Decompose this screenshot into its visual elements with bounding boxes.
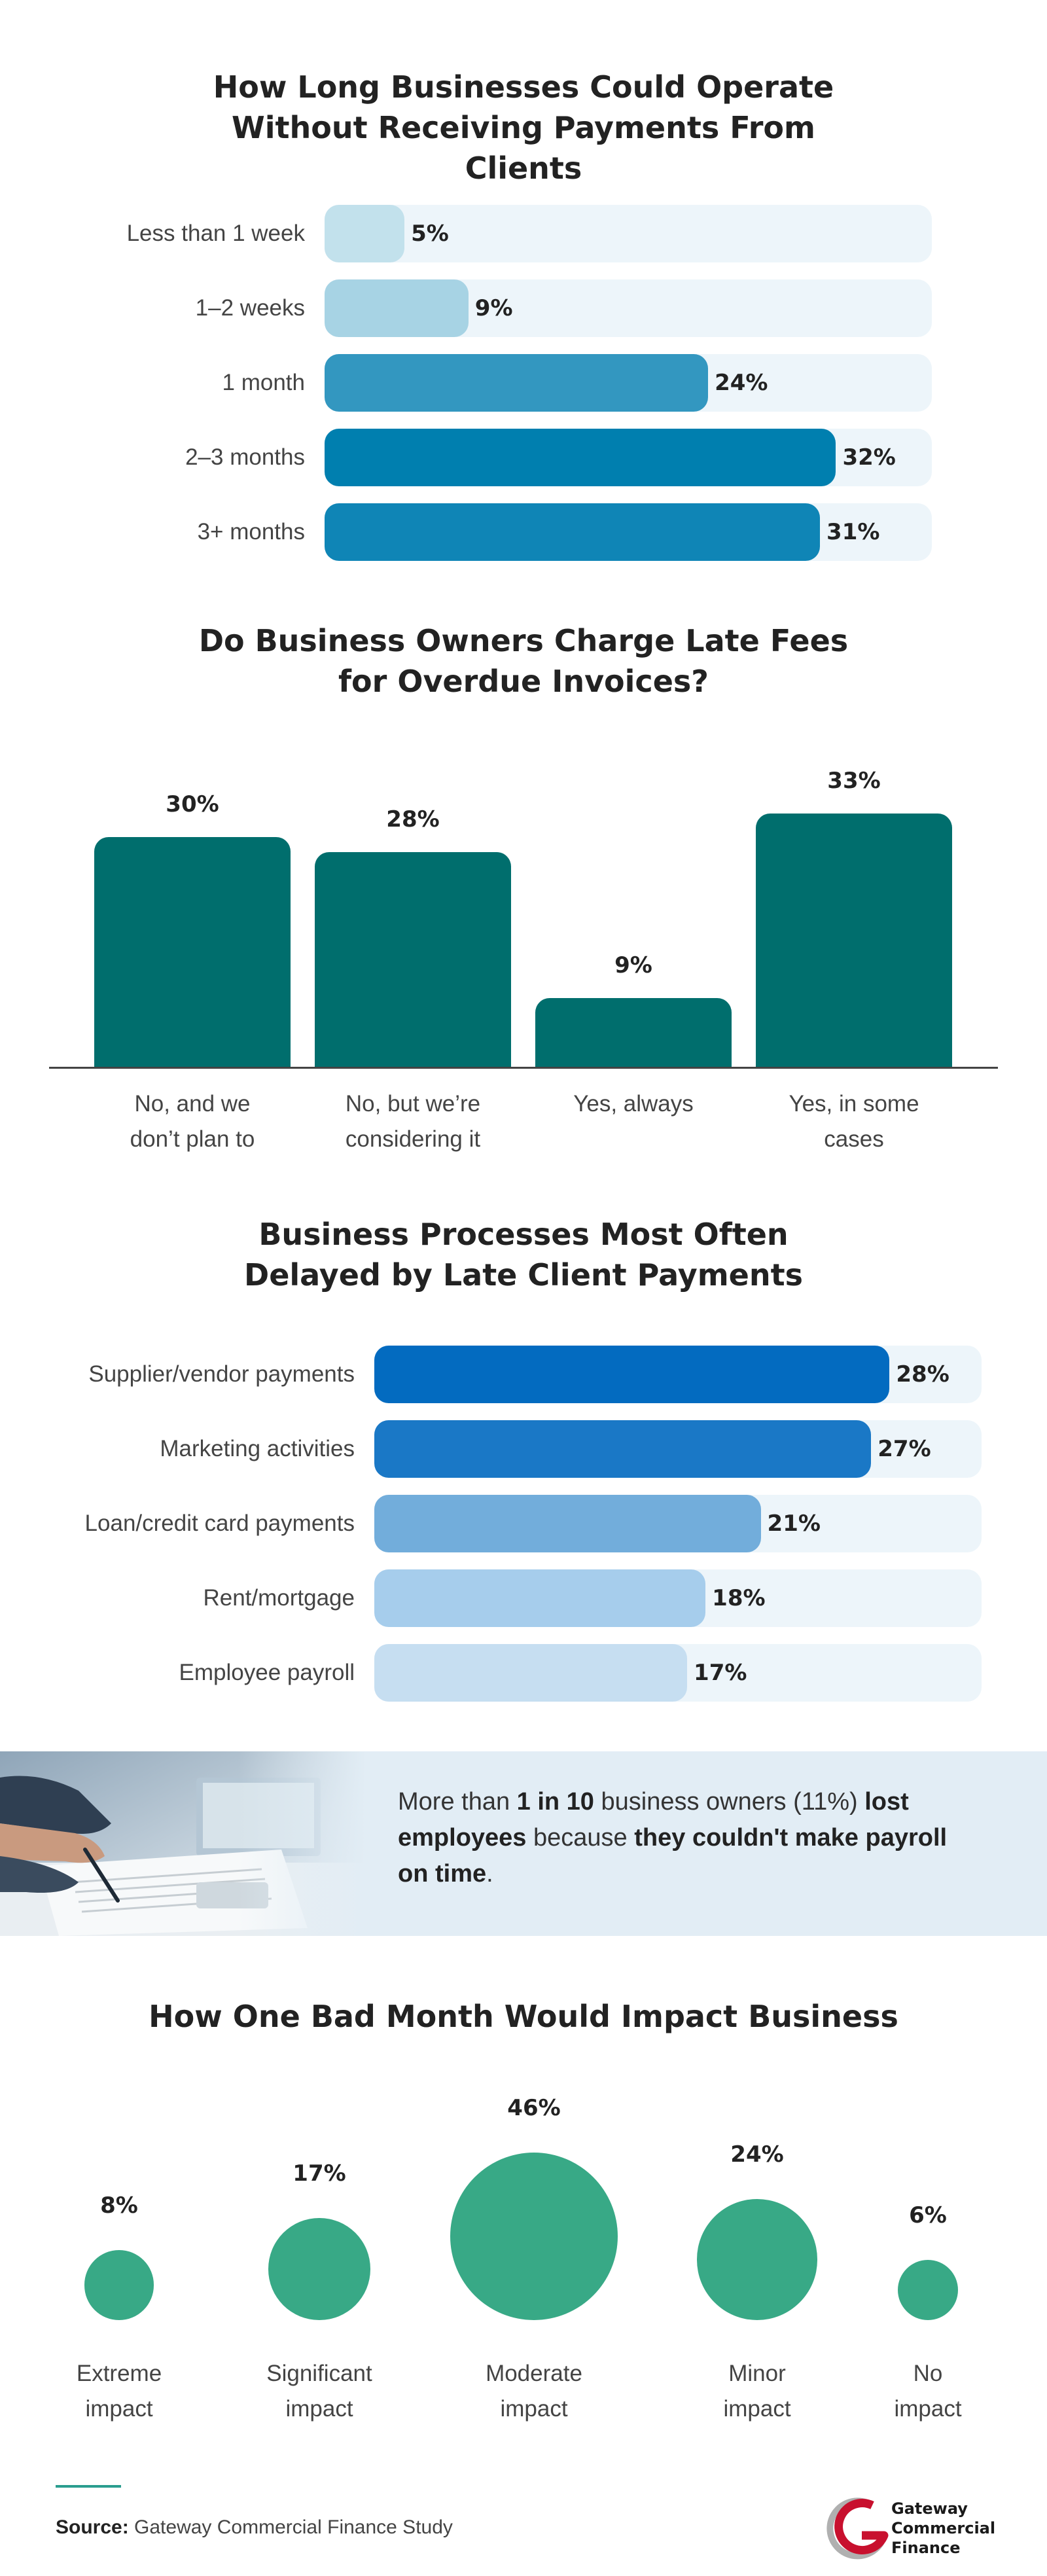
chart4-bubble: [84, 2250, 154, 2320]
chart2-value-label: 9%: [614, 952, 652, 978]
chart1-bar: [325, 205, 405, 262]
source-rule: [56, 2485, 121, 2488]
chart3-value-label: 18%: [712, 1585, 766, 1611]
chart2-category-label: Yes, in some cases: [749, 1086, 959, 1157]
chart4-title: How One Bad Month Would Impact Business: [149, 1999, 898, 2034]
chart2-value-label: 33%: [827, 768, 881, 795]
chart1-title: How Long Businesses Could Operate Withou…: [213, 69, 834, 186]
chart4-category-label: Significant impact: [215, 2356, 424, 2427]
chart3-category-label: Employee payroll: [179, 1660, 355, 1685]
chart4-value-label: 8%: [100, 2192, 138, 2219]
chart1-category-label: Less than 1 week: [126, 221, 305, 246]
chart4-value-label: 6%: [909, 2202, 947, 2228]
gateway-logo-icon: [826, 2497, 889, 2560]
chart4-bubble: [897, 2259, 959, 2320]
chart2-bar: [94, 836, 291, 1067]
chart2-category-line: No, but we’re: [345, 1091, 481, 1117]
chart3-category-label: Supplier/vendor payments: [88, 1361, 355, 1387]
chart4-category-label: No impact: [823, 2356, 1033, 2427]
chart4-category-line: Minor: [728, 2361, 786, 2386]
chart4-value-label: 46%: [507, 2095, 561, 2121]
chart2-category-line: considering it: [345, 1126, 481, 1152]
chart4-category-line: No: [913, 2361, 943, 2386]
chart1-category-label: 1–2 weeks: [195, 295, 305, 321]
chart4-category-line: impact: [500, 2396, 568, 2422]
chart2-category-label: Yes, always: [529, 1086, 738, 1122]
chart4-category-line: Significant: [266, 2361, 372, 2386]
chart3-bar: [374, 1495, 761, 1552]
chart3-bar: [374, 1420, 872, 1478]
chart4-bubble: [696, 2199, 818, 2320]
callout-banner: More than 1 in 10 business owners (11%) …: [0, 1751, 1047, 1936]
chart3-value-label: 28%: [896, 1361, 949, 1387]
chart2-value-label: 30%: [166, 791, 219, 817]
callout-text: More than 1 in 10 business owners (11%) …: [398, 1788, 948, 1887]
chart4-category-line: impact: [85, 2396, 153, 2422]
desk-photo: [0, 1751, 366, 1936]
chart1-value-label: 32%: [842, 444, 896, 471]
chart1-bar: [325, 429, 836, 486]
chart1-bar: [325, 503, 821, 561]
chart2-baseline: [49, 1067, 998, 1069]
chart2-category-line: Yes, in some: [789, 1091, 919, 1117]
chart2-category-line: cases: [824, 1126, 884, 1152]
chart3-value-label: 17%: [694, 1660, 747, 1686]
chart1-value-label: 31%: [826, 519, 880, 545]
chart2-value-label: 28%: [386, 806, 440, 832]
chart3-value-label: 21%: [767, 1511, 821, 1537]
chart1-category-label: 3+ months: [197, 519, 305, 545]
logo-line1: Gateway: [891, 2499, 968, 2518]
chart1-value-label: 5%: [411, 221, 449, 247]
chart4-category-line: Moderate: [486, 2361, 582, 2386]
chart4-category-label: Extreme impact: [14, 2356, 224, 2427]
chart4-category-line: impact: [723, 2396, 791, 2422]
chart4-category-label: Moderate impact: [429, 2356, 639, 2427]
chart3-bar: [374, 1346, 890, 1403]
chart4-value-label: 24%: [730, 2141, 784, 2168]
chart2-bar: [315, 852, 511, 1067]
chart2-category-line: No, and we: [134, 1091, 251, 1117]
chart2-bar: [535, 997, 732, 1067]
chart1-category-label: 1 month: [222, 370, 305, 395]
chart4-bubble: [450, 2153, 618, 2320]
chart2-category-label: No, and we don’t plan to: [88, 1086, 297, 1157]
chart3-category-label: Rent/mortgage: [203, 1585, 355, 1611]
chart4-category-line: impact: [894, 2396, 962, 2422]
chart4-category-label: Minor impact: [652, 2356, 862, 2427]
chart2-category-line: don’t plan to: [130, 1126, 255, 1152]
gateway-logo: Gateway Commercial Finance: [821, 2495, 1004, 2560]
chart1-bar-track: [325, 205, 932, 262]
chart3-category-label: Loan/credit card payments: [84, 1511, 355, 1536]
chart3-category-label: Marketing activities: [160, 1436, 355, 1461]
chart1-value-label: 9%: [474, 295, 513, 321]
chart2-category-label: No, but we’re considering it: [308, 1086, 518, 1157]
source-note: Source: Gateway Commercial Finance Study: [56, 2516, 453, 2538]
chart4-category-line: Extreme: [76, 2361, 162, 2386]
chart4-value-label: 17%: [293, 2160, 346, 2187]
chart1-value-label: 24%: [715, 370, 768, 396]
chart3-bar: [374, 1644, 688, 1702]
chart4-category-line: impact: [285, 2396, 353, 2422]
logo-line3: Finance: [891, 2539, 961, 2557]
chart2-title: Do Business Owners Charge Late Fees for …: [198, 623, 849, 699]
chart4-bubble: [268, 2218, 370, 2320]
chart1-bar: [325, 354, 709, 412]
logo-line2: Commercial: [891, 2519, 996, 2537]
chart1-bar: [325, 279, 469, 337]
chart2-bar: [756, 814, 952, 1067]
chart3-bar: [374, 1569, 706, 1627]
chart1-category-label: 2–3 months: [185, 444, 305, 470]
chart2-category-line: Yes, always: [573, 1091, 694, 1117]
chart3-value-label: 27%: [878, 1436, 931, 1462]
chart3-title: Business Processes Most Often Delayed by…: [244, 1217, 803, 1293]
